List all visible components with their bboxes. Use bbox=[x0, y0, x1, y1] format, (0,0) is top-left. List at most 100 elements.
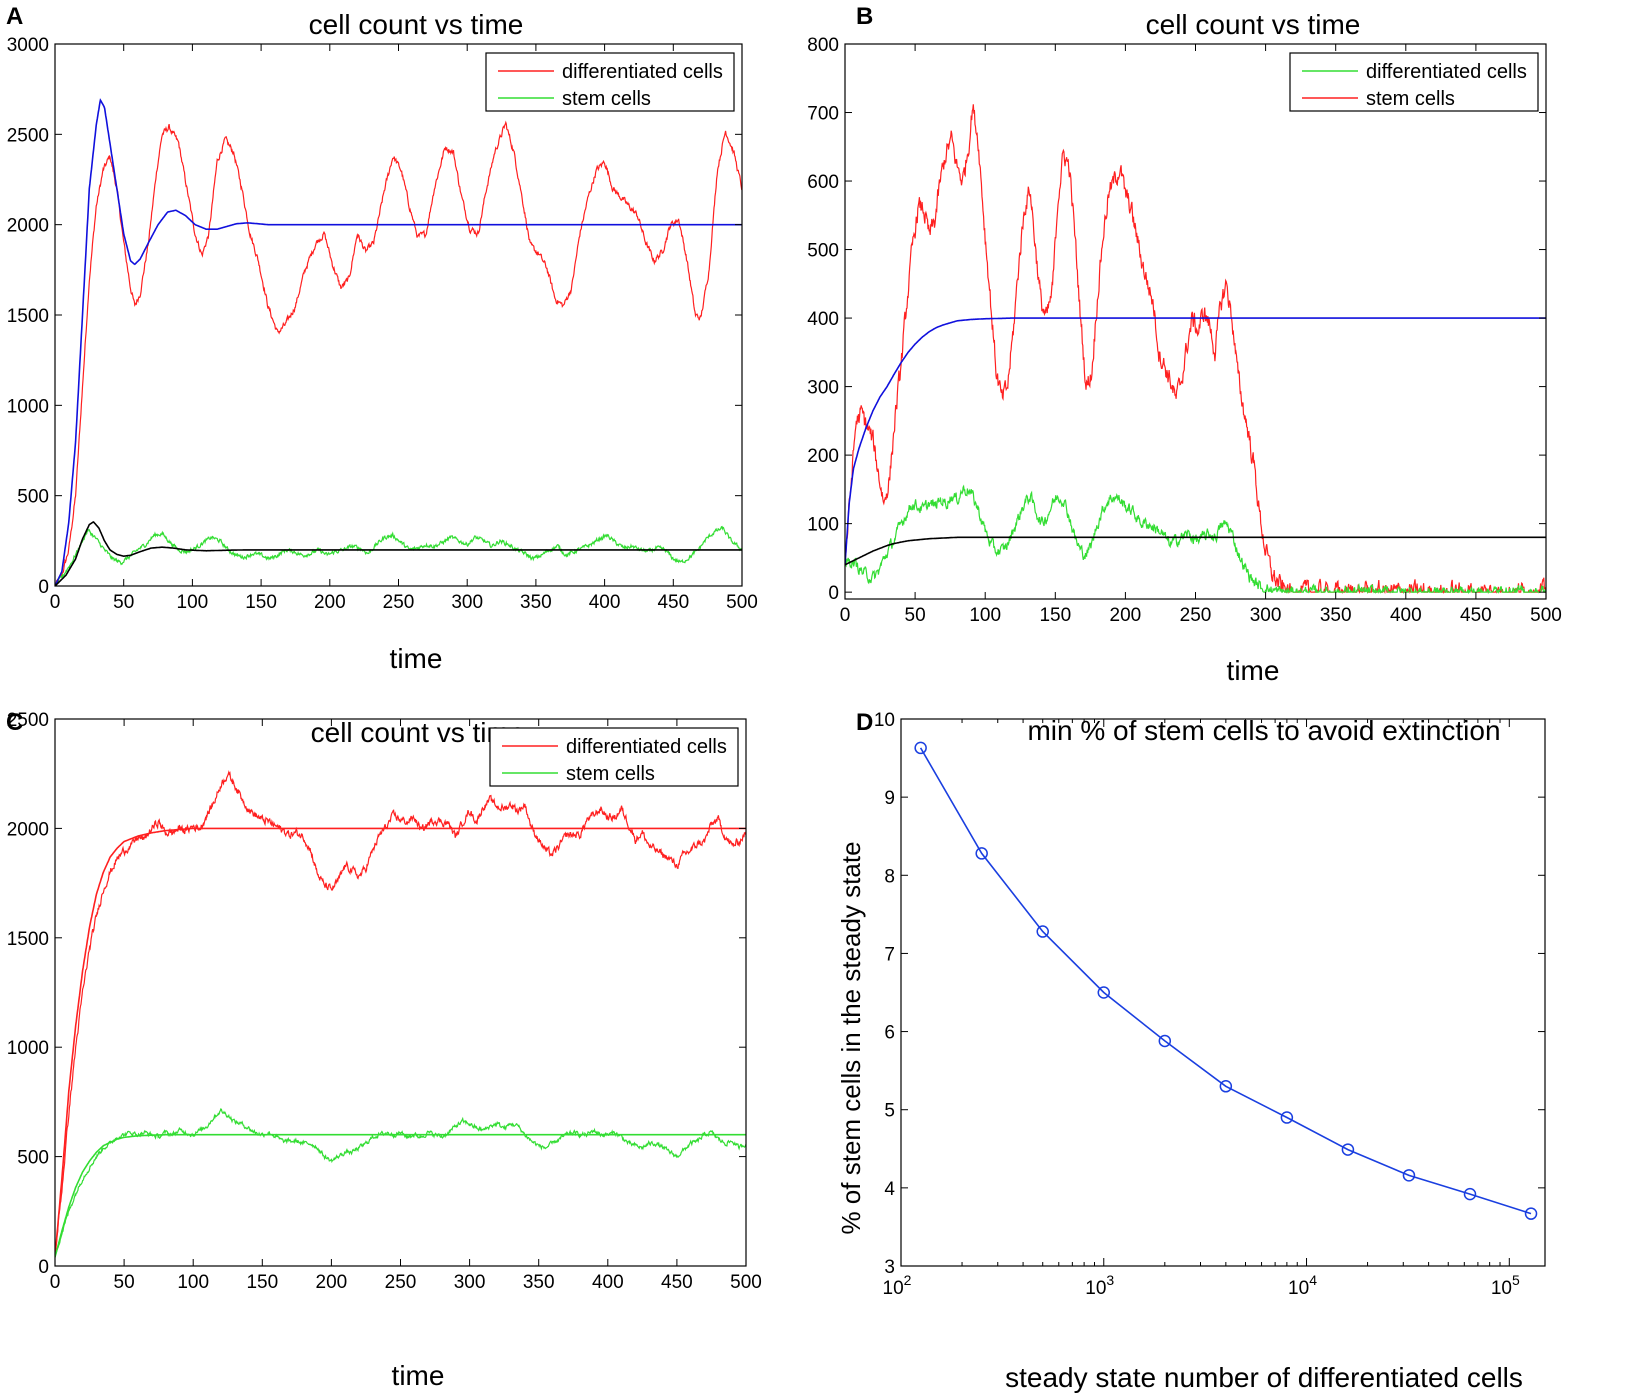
x-tick-label: 50 bbox=[905, 605, 926, 626]
x-tick-label: 200 bbox=[316, 1272, 348, 1293]
x-tick-label: 350 bbox=[520, 592, 552, 613]
series-line-0 bbox=[55, 769, 746, 1254]
series-group bbox=[914, 741, 1538, 1220]
legend: differentiated cells stem cells bbox=[485, 52, 735, 112]
legend: differentiated cells stem cells bbox=[489, 727, 739, 787]
x-tick-label: 250 bbox=[383, 592, 415, 613]
data-point bbox=[1036, 925, 1049, 938]
y-tick-label: 1000 bbox=[7, 1038, 49, 1059]
x-tick-label: 0 bbox=[50, 1272, 61, 1293]
y-tick-label: 800 bbox=[807, 35, 839, 56]
y-tick-label: 3 bbox=[884, 1257, 895, 1278]
x-tick-label: 200 bbox=[1110, 605, 1142, 626]
x-tick-label: 105 bbox=[1491, 1272, 1520, 1299]
y-tick-label: 1500 bbox=[7, 929, 49, 950]
data-point bbox=[1524, 1207, 1538, 1220]
panel-letter-c: C bbox=[6, 709, 23, 736]
x-tick-label: 500 bbox=[730, 1272, 762, 1293]
data-point bbox=[914, 741, 927, 755]
panel-b: B cell count vs time time 0 100 200 300 400 5… bbox=[807, 3, 1562, 686]
x-tick-label: 103 bbox=[1085, 1272, 1114, 1299]
series-group bbox=[55, 769, 746, 1258]
x-tick-label: 250 bbox=[385, 1272, 417, 1293]
y-tick-label: 300 bbox=[807, 378, 839, 399]
data-point bbox=[1097, 986, 1111, 999]
panel-a: A cell count vs time time 05001000150020… bbox=[6, 3, 758, 674]
panel-d-ylabel: % of stem cells in the steady state bbox=[836, 841, 866, 1234]
x-tick-label: 200 bbox=[314, 592, 346, 613]
y-tick-label: 0 bbox=[38, 1257, 49, 1278]
panel-d: D min % of stem cells to avoid extinctio… bbox=[836, 709, 1546, 1393]
series-line-2 bbox=[55, 98, 742, 586]
panel-b-plot: 0 100 200 300 400 500 600 700 800 0 50 100 150 200 250… bbox=[807, 35, 1562, 626]
y-tick-label: 9 bbox=[884, 788, 895, 809]
series-group bbox=[845, 104, 1546, 595]
y-tick-label: 0 bbox=[38, 577, 49, 598]
x-tick-label: 0 bbox=[840, 605, 851, 626]
x-tick-label: 50 bbox=[114, 1272, 135, 1293]
series-line-0 bbox=[919, 747, 1532, 1215]
panel-letter-b: B bbox=[856, 3, 873, 30]
series-line-2 bbox=[55, 827, 746, 1258]
y-tick-label: 0 bbox=[828, 583, 839, 604]
series-group bbox=[55, 98, 742, 586]
panel-c-plot: 0 500 1000 1500 2000 2500 0 50 100 150 200 250 300 35… bbox=[7, 710, 762, 1293]
panel-letter-a: A bbox=[6, 3, 23, 30]
y-tick-label: 10 bbox=[874, 710, 895, 731]
data-point bbox=[975, 847, 988, 860]
y-tick-label: 5 bbox=[884, 1101, 895, 1122]
panel-b-title: cell count vs time bbox=[1146, 9, 1361, 40]
series-line-2 bbox=[845, 317, 1546, 565]
axes-frame bbox=[844, 43, 1547, 600]
series-line-0 bbox=[55, 120, 742, 586]
x-tick-label: 50 bbox=[113, 592, 134, 613]
panel-c-xlabel: time bbox=[392, 1360, 445, 1391]
y-tick-label: 7 bbox=[884, 944, 895, 965]
legend-label: differentiated cells bbox=[1366, 61, 1527, 83]
y-tick-label: 500 bbox=[807, 241, 839, 262]
x-tick-label: 100 bbox=[177, 1272, 209, 1293]
y-tick-label: 100 bbox=[807, 515, 839, 536]
axes-frame bbox=[54, 43, 743, 587]
y-tick-label: 2500 bbox=[7, 125, 49, 146]
x-tick-label: 450 bbox=[1460, 605, 1492, 626]
data-point bbox=[1341, 1143, 1355, 1156]
panel-d-xlabel: steady state number of differentiated ce… bbox=[1005, 1362, 1523, 1393]
y-tick-label: 500 bbox=[17, 487, 49, 508]
panel-a-plot: 0 500 1000 1500 2000 2500 3000 0 50 100 150 200 250 3… bbox=[7, 35, 758, 613]
panel-c: C cell count vs time time 05001000150020… bbox=[6, 709, 762, 1391]
x-tick-label: 300 bbox=[1250, 605, 1282, 626]
x-tick-label: 450 bbox=[661, 1272, 693, 1293]
x-tick-label: 150 bbox=[245, 592, 277, 613]
legend-label: stem cells bbox=[1366, 88, 1455, 110]
y-tick-label: 2500 bbox=[7, 710, 49, 731]
legend: differentiated cells stem cells bbox=[1289, 52, 1539, 112]
y-tick-label: 6 bbox=[884, 1023, 895, 1044]
axes-frame bbox=[900, 718, 1546, 1267]
legend-label: differentiated cells bbox=[566, 736, 727, 758]
x-tick-label: 100 bbox=[969, 605, 1001, 626]
x-tick-label: 300 bbox=[451, 592, 483, 613]
x-tick-label: 400 bbox=[1390, 605, 1422, 626]
y-tick-label: 2000 bbox=[7, 819, 49, 840]
x-tick-label: 100 bbox=[177, 592, 209, 613]
series-line-3 bbox=[55, 1133, 746, 1258]
data-point bbox=[1402, 1169, 1416, 1182]
y-tick-label: 600 bbox=[807, 172, 839, 193]
legend-box bbox=[489, 727, 739, 787]
x-tick-label: 500 bbox=[1530, 605, 1562, 626]
panel-d-title: min % of stem cells to avoid extinction bbox=[1027, 715, 1500, 746]
legend-label: stem cells bbox=[566, 763, 655, 785]
data-point bbox=[1463, 1187, 1477, 1201]
x-tick-label: 500 bbox=[726, 592, 758, 613]
x-tick-label: 400 bbox=[589, 592, 621, 613]
panel-a-xlabel: time bbox=[390, 643, 443, 674]
y-tick-label: 200 bbox=[807, 446, 839, 467]
series-line-1 bbox=[845, 484, 1546, 595]
x-tick-label: 300 bbox=[454, 1272, 486, 1293]
x-tick-label: 250 bbox=[1180, 605, 1212, 626]
y-tick-label: 8 bbox=[884, 866, 895, 887]
y-tick-label: 1500 bbox=[7, 306, 49, 327]
